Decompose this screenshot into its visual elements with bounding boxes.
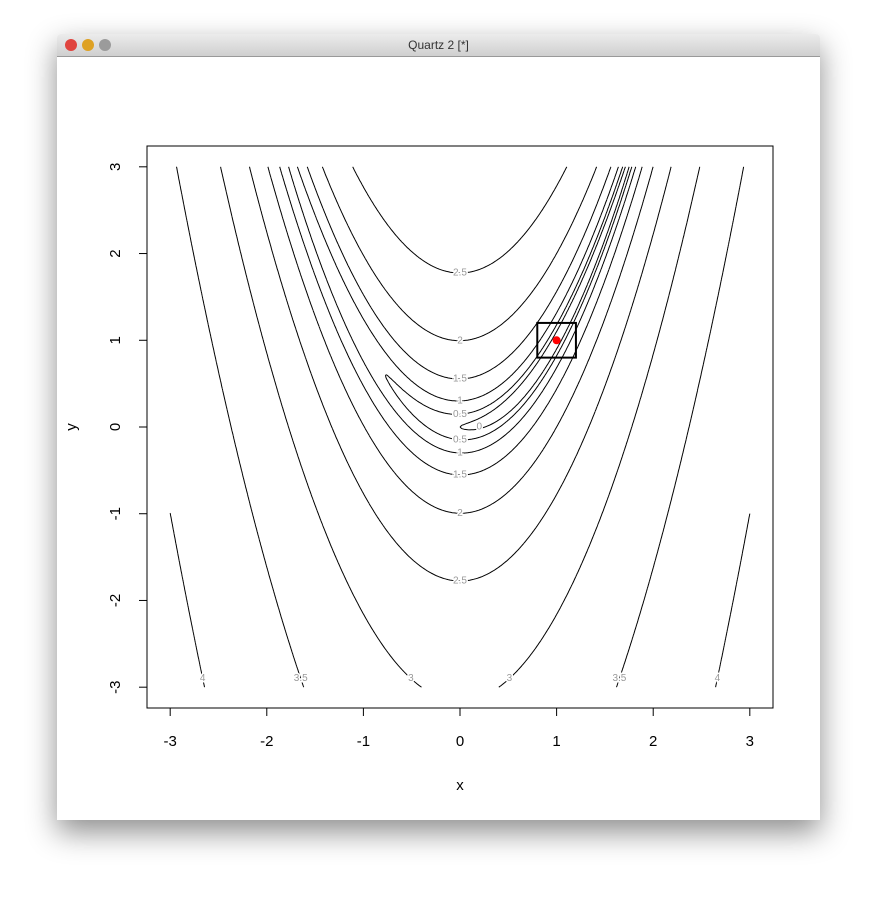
contour-label: 1.5 (453, 470, 467, 481)
contour-line (220, 166, 701, 688)
x-tick-label: 3 (746, 733, 754, 750)
contour-line (169, 512, 751, 688)
contour-label: 2.5 (453, 268, 467, 279)
contour-label: 3 (408, 673, 414, 684)
contour-label: 4 (200, 673, 206, 684)
contour-line (459, 166, 630, 431)
minimum-point (552, 336, 561, 345)
y-tick-label: -1 (107, 507, 124, 520)
contour-label: 2 (457, 335, 463, 346)
contour-label: 0.5 (453, 409, 467, 420)
contour-line (176, 166, 745, 688)
x-axis-label: x (456, 777, 464, 794)
window-title: Quartz 2 [*] (408, 38, 469, 52)
minimize-button[interactable] (82, 39, 94, 51)
y-tick-label: 3 (107, 163, 124, 171)
window: Quartz 2 [*] (57, 34, 820, 820)
contour-label: 3.5 (294, 673, 308, 684)
contour-label: 3 (507, 673, 513, 684)
x-tick-label: -1 (357, 733, 370, 750)
contour-label: 1 (457, 396, 463, 407)
y-tick-label: 2 (107, 249, 124, 257)
title-bar: Quartz 2 [*] (57, 34, 820, 57)
y-tick-label: 0 (107, 423, 124, 431)
x-tick-label: -2 (260, 733, 273, 750)
contour-label: 2 (457, 508, 463, 519)
y-tick-label: -3 (107, 681, 124, 694)
contour-line (288, 166, 637, 454)
y-axis-label: y (63, 423, 80, 431)
x-tick-label: -3 (164, 733, 177, 750)
contour-label: 4 (715, 673, 721, 684)
y-tick-label: 1 (107, 336, 124, 344)
region-box (536, 321, 577, 359)
contour-line (249, 166, 672, 582)
x-tick-label: 2 (649, 733, 657, 750)
y-tick-label: -2 (107, 594, 124, 607)
contour-label: 3.5 (612, 673, 626, 684)
x-tick-label: 0 (456, 733, 464, 750)
zoom-button[interactable] (99, 39, 111, 51)
contour-label: 1.5 (453, 374, 467, 385)
contour-line (267, 166, 654, 514)
close-button[interactable] (65, 39, 77, 51)
contour-label: 1 (457, 448, 463, 459)
contour-line (279, 166, 643, 476)
contour-line (385, 166, 633, 441)
contour-label: 0 (477, 422, 483, 433)
contour-label: 0.5 (453, 434, 467, 445)
x-tick-label: 1 (552, 733, 560, 750)
contour-label: 2.5 (453, 576, 467, 587)
